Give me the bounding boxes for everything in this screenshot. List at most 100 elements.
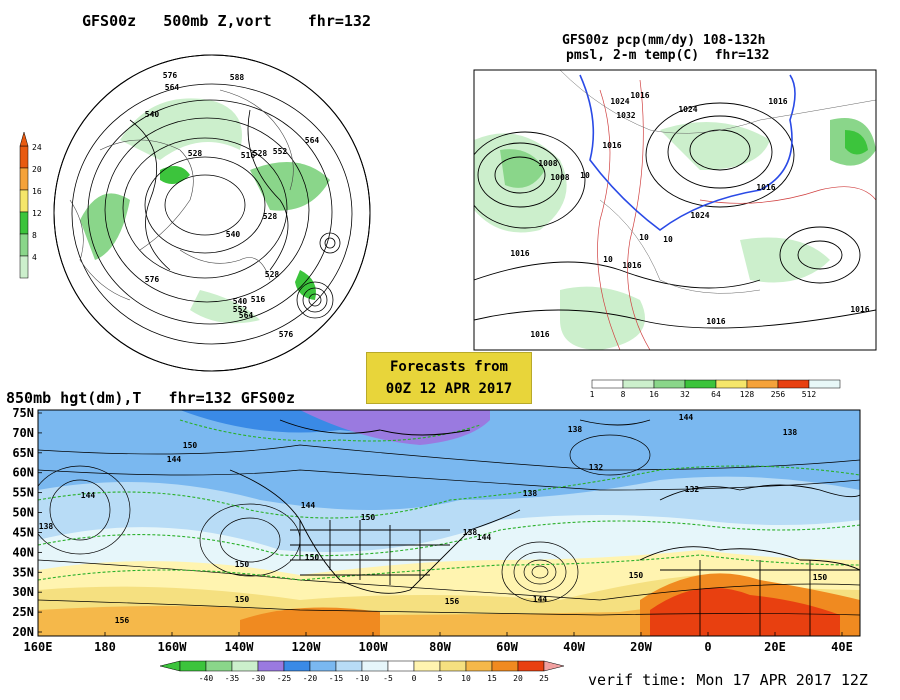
colorbar-swatch xyxy=(19,189,29,213)
colorbar-swatch xyxy=(19,233,29,257)
colorbar-label: -15 xyxy=(329,674,344,683)
x-tick-label: 0 xyxy=(704,640,711,654)
map-850mb-colorbar: -40 -35 -30 -25 -20 -15 -10 -5 0 5 10 15 20 25 xyxy=(159,660,565,683)
colorbar-swatch xyxy=(517,660,545,672)
precip-area xyxy=(500,149,545,188)
colorbar-label: 8 xyxy=(32,231,37,240)
height-contours xyxy=(71,83,353,345)
colorbar-swatch xyxy=(179,660,207,672)
contour-label: 540 xyxy=(226,230,241,239)
colorbar-label: 25 xyxy=(539,674,549,683)
temp-band xyxy=(240,607,380,636)
freezing-line xyxy=(579,74,796,231)
contour-label: 1016 xyxy=(622,261,641,270)
contour-label: 156 xyxy=(115,616,130,625)
x-tick-label: 140W xyxy=(225,640,255,654)
colorbar-label: 512 xyxy=(802,390,817,399)
colorbar-swatch xyxy=(591,379,624,389)
colorbar-label: 64 xyxy=(711,390,721,399)
y-tick-label: 45N xyxy=(12,525,34,539)
contour-label: 1016 xyxy=(756,183,775,192)
pressure-isobars xyxy=(474,102,876,329)
x-tick-label: 20E xyxy=(764,640,786,654)
contour-label: 10 xyxy=(603,255,613,264)
precip-map-title-line1: GFS00z pcp(mm/dy) 108-132h xyxy=(562,33,766,48)
colorbar-label: -40 xyxy=(199,674,214,683)
y-tick-label: 50N xyxy=(12,506,34,520)
precip-area xyxy=(740,237,830,283)
colorbar-swatch xyxy=(19,255,29,279)
contour-label: 150 xyxy=(361,513,376,522)
colorbar-swatch xyxy=(231,660,259,672)
contour-label: 1024 xyxy=(610,97,629,106)
contour-label: 516 xyxy=(241,151,256,160)
vort-area xyxy=(120,98,242,160)
colorbar-label: 12 xyxy=(32,209,42,218)
colorbar-label: 256 xyxy=(771,390,786,399)
contour-label: 144 xyxy=(167,455,182,464)
colorbar-label: -20 xyxy=(303,674,318,683)
contour-label: 144 xyxy=(477,533,492,542)
contour-label: 150 xyxy=(629,571,644,580)
contour-label: 564 xyxy=(165,83,180,92)
colorbar-label: 20 xyxy=(32,165,42,174)
contour-label: 1024 xyxy=(690,211,709,220)
x-tick-label: 20W xyxy=(630,640,652,654)
colorbar-swatch xyxy=(19,145,29,169)
contour-label: 1016 xyxy=(510,249,529,258)
contour-label: 10 xyxy=(663,235,673,244)
colorbar-swatch xyxy=(19,167,29,191)
vort-area xyxy=(160,166,190,184)
contour-label: 1016 xyxy=(850,305,869,314)
contour-label: 1016 xyxy=(530,330,549,339)
precip-map-fields xyxy=(474,70,876,350)
temp-band xyxy=(300,410,490,445)
contour-label: 564 xyxy=(239,311,254,320)
contour-label: 150 xyxy=(305,553,320,562)
contour-label: 1016 xyxy=(768,97,787,106)
map-500mb-colorbar: 24 20 16 12 8 4 xyxy=(19,131,42,279)
coastlines xyxy=(69,89,294,301)
contour-label: 10 xyxy=(580,171,590,180)
colorbar-label: -10 xyxy=(355,674,370,683)
colorbar-swatch xyxy=(413,660,441,672)
y-tick-label: 20N xyxy=(12,625,34,639)
coastlines-borders xyxy=(229,419,860,636)
colorbar-swatch xyxy=(777,379,810,389)
contour-label: 144 xyxy=(679,413,694,422)
polar-map-fields xyxy=(69,83,353,345)
colorbar-swatch xyxy=(335,660,363,672)
contour-label: 1016 xyxy=(630,91,649,100)
contour-label: 132 xyxy=(589,463,604,472)
y-tick-label: 55N xyxy=(12,486,34,500)
colorbar-swatch xyxy=(19,211,29,235)
y-tick-label: 35N xyxy=(12,565,34,579)
contour-label: 138 xyxy=(463,528,478,537)
map-850mb-x-ticks: 160E 180 160W 140W 120W 100W 80W 60W 40W 20W 0 20E 4… xyxy=(24,632,853,654)
contour-label: 576 xyxy=(163,71,178,80)
colorbar-swatch xyxy=(808,379,841,389)
colorbar-label: 0 xyxy=(412,674,417,683)
colorbar-label: 24 xyxy=(32,143,42,152)
colorbar-swatch xyxy=(283,660,311,672)
contour-label: 516 xyxy=(251,295,266,304)
x-tick-label: 80W xyxy=(429,640,451,654)
colorbar-label: -5 xyxy=(383,674,393,683)
contour-label: 1032 xyxy=(616,111,635,120)
contour-label: 528 xyxy=(265,270,280,279)
x-tick-label: 120W xyxy=(292,640,322,654)
colorbar-swatch xyxy=(387,660,415,672)
colorbar-arrow xyxy=(159,660,181,672)
contour-label: 540 xyxy=(233,297,248,306)
temperature-contours xyxy=(38,419,860,581)
precip-area xyxy=(845,130,868,155)
contour-label: 132 xyxy=(685,485,700,494)
contour-label: 144 xyxy=(81,491,96,500)
colorbar-swatch xyxy=(465,660,493,672)
contour-label: 552 xyxy=(233,305,248,314)
